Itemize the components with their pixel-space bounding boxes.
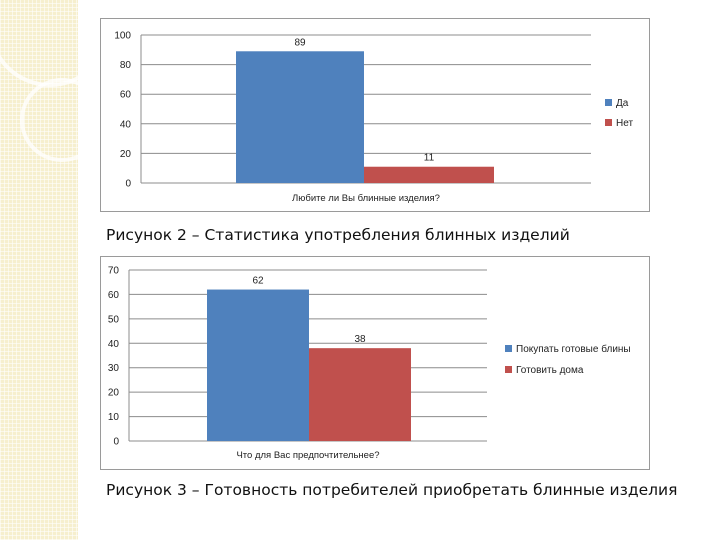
data-label: 38 [354, 334, 366, 345]
chart-2-svg: 0 10 20 30 40 50 60 70 62 38 Что для Вас предпочти… [108, 266, 631, 462]
legend-swatch [505, 345, 512, 352]
y-tick-label: 20 [120, 149, 132, 160]
y-tick-label: 100 [114, 31, 131, 42]
chart-2: 0 10 20 30 40 50 60 70 62 38 Что для Вас предпочти… [100, 256, 650, 470]
y-tick-label: 20 [108, 388, 120, 399]
data-label: 11 [424, 153, 435, 164]
figure-3-caption: Рисунок 3 – Готовность потребителей прио… [106, 481, 678, 499]
chart-1-svg: 0 20 40 60 80 100 89 11 Любите ли Вы блинные изд… [114, 31, 633, 205]
legend-swatch [605, 99, 612, 106]
y-tick-label: 60 [120, 90, 132, 101]
x-axis-label: Что для Вас предпочтительнее? [236, 450, 379, 461]
y-tick-label: 60 [108, 290, 120, 301]
legend-label: Да [616, 98, 629, 109]
decorative-side-band [0, 0, 78, 540]
y-tick-label: 70 [108, 266, 120, 277]
data-label: 89 [294, 37, 306, 48]
y-tick-label: 40 [108, 339, 120, 350]
bar [207, 289, 309, 441]
legend-label: Покупать готовые блины [516, 343, 631, 355]
decorative-circles [0, 54, 78, 162]
figure-2-caption: Рисунок 2 – Статистика употребления блин… [106, 226, 570, 244]
y-tick-label: 10 [108, 412, 120, 423]
bar [364, 166, 494, 183]
bar [236, 51, 364, 183]
legend-label: Нет [616, 118, 633, 129]
y-tick-label: 40 [120, 119, 132, 130]
data-label: 62 [252, 276, 264, 287]
legend-label: Готовить дома [516, 365, 584, 376]
y-tick-label: 0 [113, 437, 119, 448]
bar [309, 348, 411, 441]
y-tick-label: 0 [125, 179, 131, 190]
x-axis-label: Любите ли Вы блинные изделия? [292, 193, 440, 204]
legend-swatch [605, 119, 612, 126]
y-tick-label: 80 [120, 60, 132, 71]
chart-1: 0 20 40 60 80 100 89 11 Любите ли Вы блинные изд… [100, 18, 650, 212]
y-tick-label: 30 [108, 363, 120, 374]
y-tick-label: 50 [108, 314, 120, 325]
legend-swatch [505, 366, 512, 373]
